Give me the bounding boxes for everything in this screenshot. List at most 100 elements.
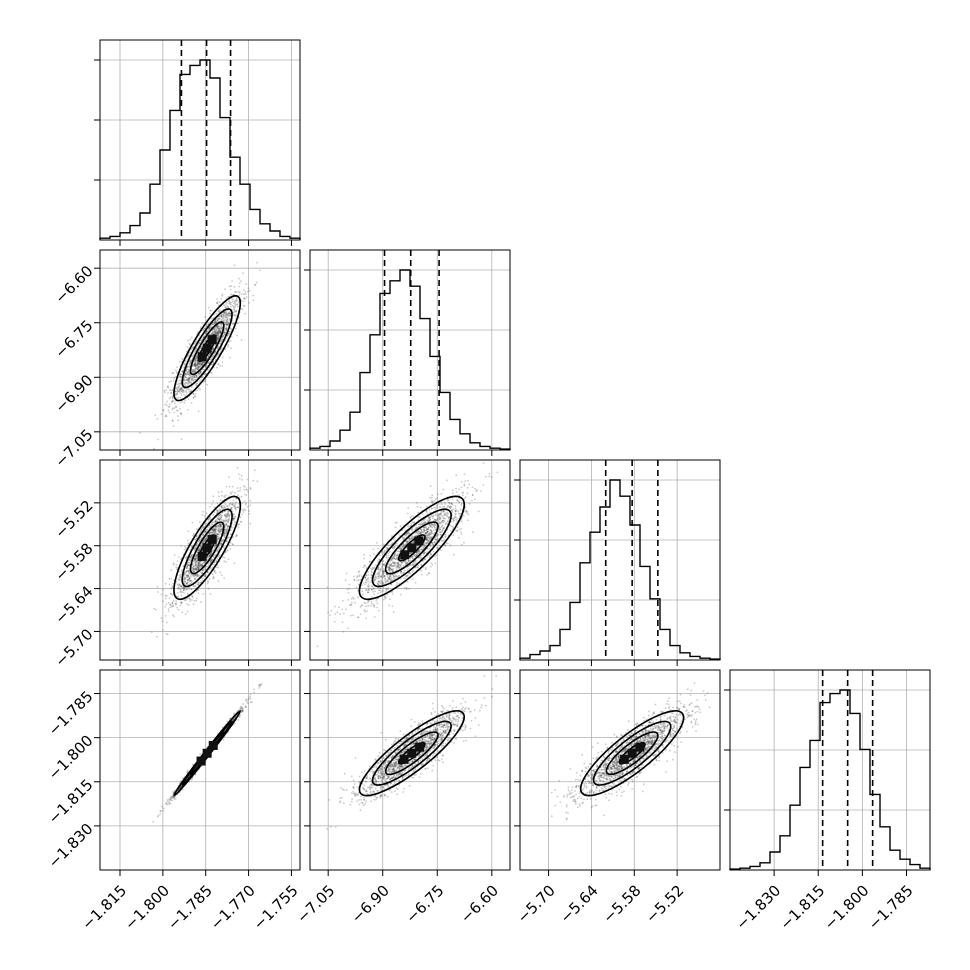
sample-point — [392, 575, 395, 578]
sample-point — [220, 525, 223, 528]
sample-point — [449, 529, 452, 532]
sample-point — [201, 514, 204, 516]
sample-point — [387, 576, 390, 579]
sample-point — [180, 373, 182, 376]
sample-point — [214, 572, 217, 574]
sample-point — [225, 329, 228, 332]
sample-point — [175, 580, 178, 583]
sample-point — [380, 563, 382, 565]
sample-point — [187, 574, 190, 577]
sample-point — [359, 606, 362, 608]
sample-point — [186, 408, 189, 411]
sample-point — [214, 544, 217, 547]
sample-point — [193, 374, 196, 377]
sample-point — [384, 550, 386, 553]
sample-point — [189, 579, 191, 582]
sample-point — [352, 596, 354, 599]
sample-point — [234, 535, 237, 538]
sample-point — [175, 371, 178, 374]
sample-point — [439, 528, 442, 531]
sample-point — [226, 513, 229, 516]
sample-point — [454, 510, 457, 513]
sample-point — [195, 357, 198, 360]
x-tick-label: −1.785 — [865, 882, 917, 934]
sample-point — [178, 390, 181, 392]
sample-point — [160, 593, 163, 596]
sample-point — [190, 554, 193, 557]
sample-point — [208, 578, 211, 581]
sample-point — [183, 586, 186, 589]
sample-point — [211, 532, 214, 535]
sample-point — [465, 510, 468, 512]
sample-point — [179, 585, 182, 588]
sample-point — [218, 318, 220, 320]
sample-point — [216, 334, 219, 337]
sample-point — [190, 588, 193, 591]
sample-point — [393, 561, 396, 564]
sample-point — [223, 315, 226, 317]
sample-point — [185, 382, 188, 384]
sample-point — [428, 508, 431, 511]
sample-point — [400, 578, 402, 580]
sample-point — [194, 357, 197, 360]
sample-point — [367, 585, 370, 588]
sample-point — [210, 323, 213, 326]
sample-point — [197, 540, 200, 543]
sample-point — [170, 389, 173, 392]
sample-point — [198, 549, 201, 552]
sample-point — [207, 519, 210, 521]
sample-point — [386, 566, 389, 569]
sample-point — [422, 521, 424, 524]
sample-point — [408, 588, 411, 590]
sample-point — [176, 591, 179, 594]
sample-point — [441, 525, 444, 528]
sample-point — [376, 582, 379, 584]
sample-point — [218, 310, 221, 313]
sample-point — [372, 591, 374, 593]
sample-point — [201, 363, 204, 366]
sample-point — [252, 299, 255, 302]
sample-point — [188, 376, 191, 379]
sample-point — [396, 558, 399, 561]
sample-point — [221, 293, 224, 296]
sample-point — [198, 372, 201, 375]
sample-point — [252, 479, 255, 482]
sample-point — [334, 613, 337, 615]
sample-point — [227, 549, 229, 552]
sample-point — [357, 596, 360, 599]
sample-point — [223, 506, 226, 509]
sample-point — [224, 528, 227, 531]
sample-point — [192, 354, 195, 357]
sample-point — [387, 554, 390, 557]
sample-point — [434, 518, 437, 521]
sample-point — [439, 531, 442, 534]
sample-point — [162, 409, 165, 412]
sample-point — [217, 530, 220, 532]
sample-point — [436, 519, 439, 521]
sample-point — [426, 530, 429, 533]
sample-point — [194, 369, 197, 372]
sample-point — [362, 566, 365, 569]
sample-point — [229, 503, 231, 505]
sample-point — [205, 366, 208, 368]
sample-point — [225, 530, 228, 533]
sample-point — [230, 327, 233, 330]
contour-level — [173, 295, 242, 402]
sample-point — [204, 365, 206, 368]
sample-point — [170, 380, 173, 383]
sample-point — [210, 358, 213, 361]
sample-point — [197, 573, 200, 576]
sample-point — [192, 396, 195, 399]
sample-point — [214, 545, 216, 548]
sample-point — [223, 495, 226, 497]
sample-point — [427, 541, 429, 544]
sample-point — [413, 522, 416, 524]
sample-point — [194, 547, 197, 550]
sample-point — [198, 563, 201, 566]
sample-point — [364, 565, 366, 567]
sample-point — [171, 601, 174, 604]
sample-point — [196, 583, 199, 585]
sample-point — [204, 316, 207, 318]
sample-point — [184, 613, 187, 615]
sample-point — [191, 580, 194, 583]
